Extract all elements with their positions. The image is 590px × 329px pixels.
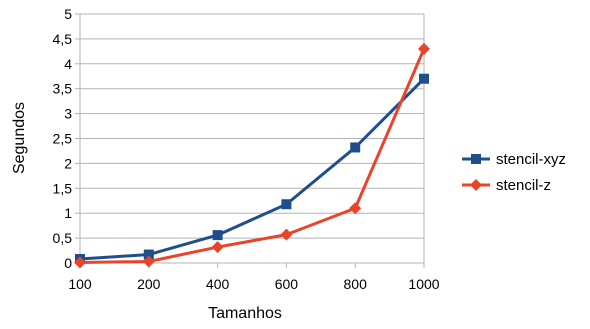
y-tick-label: 3 (64, 106, 72, 122)
axes (75, 13, 425, 268)
y-tick-label: 2 (64, 155, 72, 171)
x-tick-label: 100 (68, 276, 92, 292)
y-tick-label: 0,5 (53, 230, 73, 246)
x-axis-title: Tamanhos (208, 305, 282, 322)
y-axis-title: Segundos (11, 102, 28, 174)
stencil-z-point (142, 255, 155, 268)
y-tick-label: 3,5 (53, 81, 73, 97)
grid (80, 13, 424, 264)
legend: stencil-xyz stencil-z (462, 151, 566, 194)
y-tick-label: 1,5 (53, 180, 73, 196)
legend-label: stencil-z (496, 177, 551, 194)
x-tick-label: 400 (206, 276, 230, 292)
y-tick-label: 1 (64, 205, 72, 221)
y-tick-label: 4,5 (53, 31, 73, 47)
stencil-xyz-point (419, 73, 429, 84)
x-tick-label: 200 (137, 276, 161, 292)
series-lines (74, 42, 430, 269)
x-tick-label: 1000 (408, 276, 439, 292)
stencil-z-point (349, 202, 362, 215)
y-tick-label: 4 (64, 56, 72, 72)
stencil-z-point (418, 42, 430, 55)
stencil-z-line (79, 48, 426, 265)
stencil-xyz-point (212, 230, 223, 241)
x-tick-label: 800 (344, 276, 368, 292)
legend-label: stencil-xyz (496, 151, 566, 168)
stencil-xyz-point (281, 199, 292, 210)
y-tick-label: 0 (64, 255, 72, 271)
stencil-xyz-line (79, 77, 426, 261)
legend-marker (471, 154, 481, 164)
stencil-z-point (211, 241, 224, 254)
stencil-xyz-point (143, 249, 154, 260)
stencil-xyz-point (350, 142, 361, 153)
x-tick-label: 600 (275, 276, 299, 292)
stencil-z-point (280, 228, 293, 241)
y-tick-label: 5 (64, 6, 72, 22)
stencil-z-point (74, 256, 86, 269)
tick-labels: 0 0,5 1 1,5 2 2,5 3 3,5 4 4,5 5 100 200 400 600 800 1000 (53, 6, 440, 292)
legend-marker (470, 179, 482, 191)
y-tick-label: 2,5 (53, 131, 73, 147)
